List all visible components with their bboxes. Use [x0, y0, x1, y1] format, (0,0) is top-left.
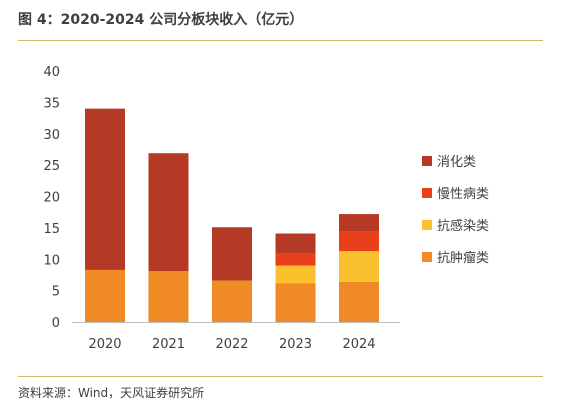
x-tick-label: 2021	[152, 337, 185, 352]
bar-segment	[275, 265, 316, 284]
legend-swatch	[422, 252, 432, 262]
bar-segment	[212, 280, 252, 322]
legend-swatch	[422, 220, 432, 230]
x-tick-label: 2023	[279, 337, 312, 352]
bar-segment	[275, 233, 316, 253]
bar-segment	[275, 283, 316, 322]
footer-divider	[18, 376, 543, 377]
y-tick-label: 25	[43, 159, 60, 174]
x-tick-label: 2022	[215, 337, 248, 352]
stacked-bar-chart: 0 5 10 15 20 25 30 35 40 2020 2021 2022 2023 2024 消化…	[43, 65, 489, 352]
bar-segment	[85, 108, 125, 270]
y-tick-label: 20	[43, 191, 60, 206]
legend-label: 抗感染类	[437, 218, 489, 234]
y-tick-label: 5	[52, 285, 60, 300]
x-tick-label: 2024	[342, 337, 375, 352]
bar-segment	[85, 269, 125, 322]
bar-segment	[148, 271, 189, 322]
legend-swatch	[422, 156, 432, 166]
y-axis: 0 5 10 15 20 25 30 35 40	[43, 65, 60, 331]
bar-segment	[339, 231, 379, 252]
y-tick-label: 0	[52, 316, 60, 331]
x-tick-label: 2020	[88, 337, 121, 352]
title-divider	[18, 40, 543, 41]
y-tick-label: 35	[43, 96, 60, 111]
y-tick-label: 10	[43, 253, 60, 268]
bar-segment	[275, 252, 316, 266]
bar-segment	[339, 214, 379, 232]
legend-label: 抗肿瘤类	[437, 250, 489, 266]
x-axis: 2020 2021 2022 2023 2024	[72, 322, 400, 352]
bar-segment	[212, 227, 252, 281]
source-note: 资料来源：Wind，天风证券研究所	[18, 386, 205, 400]
bar-segment	[148, 153, 189, 272]
bar-segment	[339, 251, 379, 282]
y-tick-label: 30	[43, 128, 60, 143]
y-tick-label: 40	[43, 65, 60, 80]
y-tick-label: 15	[43, 222, 60, 237]
legend-label: 消化类	[437, 155, 476, 170]
bar-segment	[339, 281, 379, 322]
legend-label: 慢性病类	[437, 186, 489, 202]
chart-title: 图 4：2020-2024 公司分板块收入（亿元）	[18, 12, 304, 28]
bars	[85, 108, 379, 322]
legend-swatch	[422, 188, 432, 198]
